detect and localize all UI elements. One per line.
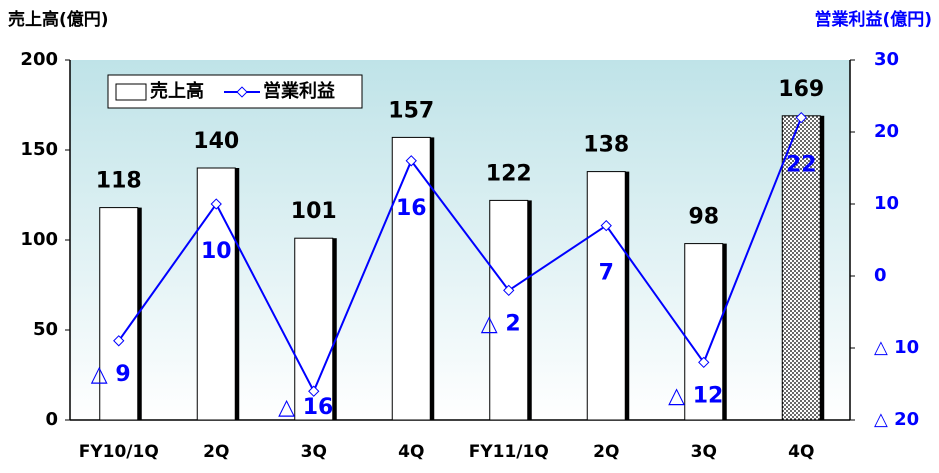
- bar: [489, 199, 529, 421]
- y-tick-label: 0: [45, 409, 58, 430]
- y2-tick-label: 30: [874, 49, 899, 70]
- bar-value-label: 157: [388, 98, 434, 123]
- y2-tick-label: △ 10: [874, 337, 919, 358]
- legend-label: 売上高: [150, 80, 204, 102]
- legend-marker: [236, 86, 248, 98]
- plot-area: [70, 60, 850, 420]
- line: [117, 117, 803, 394]
- y2-tick-label: 20: [874, 121, 899, 142]
- line-marker: [698, 356, 710, 369]
- bar-value-label: 101: [291, 199, 337, 224]
- line-value-label: △ 12: [668, 383, 723, 408]
- line-marker: [210, 198, 222, 210]
- y-tick-label: 100: [20, 229, 58, 250]
- line-marker: [503, 284, 515, 297]
- x-tick-label: 2Q: [203, 442, 229, 462]
- line-marker: [405, 155, 417, 167]
- line-value-label: 7: [599, 261, 614, 286]
- x-tick-label: FY11/1Q: [469, 442, 549, 462]
- bar-value-label: 118: [96, 169, 142, 194]
- line-value-label: △ 2: [481, 311, 521, 336]
- legend-bar-swatch: [115, 83, 147, 101]
- y2-tick-label: 10: [874, 193, 899, 214]
- bar: [586, 171, 626, 421]
- x-tick-label: 3Q: [301, 442, 327, 462]
- y2-tick-label: △ 20: [874, 409, 919, 430]
- bar: [99, 207, 139, 421]
- line-value-label: △ 16: [278, 395, 333, 420]
- y-axis-label: 売上高(億円): [8, 9, 109, 30]
- x-tick-label: 4Q: [788, 442, 814, 462]
- y2-tick-label: 0: [874, 265, 887, 286]
- line-marker: [600, 219, 612, 232]
- y2-axis-label: 営業利益(億円): [814, 9, 932, 30]
- line-value-label: 10: [201, 239, 232, 264]
- bar-value-label: 138: [583, 133, 629, 158]
- bar: [391, 136, 431, 421]
- line-value-label: △ 9: [91, 362, 131, 387]
- line-marker: [308, 385, 320, 397]
- line-value-label: 16: [396, 196, 427, 221]
- line-marker: [795, 111, 807, 124]
- x-tick-label: 4Q: [398, 442, 424, 462]
- x-tick-label: FY10/1Q: [79, 442, 159, 462]
- line-marker: [113, 335, 125, 347]
- x-tick-label: 2Q: [593, 442, 619, 462]
- bar: [196, 167, 236, 421]
- legend-label: 営業利益: [263, 80, 335, 102]
- y-tick-label: 150: [20, 139, 58, 160]
- y-tick-label: 200: [20, 49, 58, 70]
- bar-value-label: 98: [688, 205, 719, 230]
- bar-value-label: 122: [486, 161, 532, 186]
- bar-value-label: 140: [193, 129, 239, 154]
- bar: [781, 115, 821, 421]
- x-tick-label: 3Q: [691, 442, 717, 462]
- line-value-label: 22: [786, 153, 817, 178]
- bar-value-label: 169: [778, 77, 824, 102]
- y-tick-label: 50: [33, 319, 58, 340]
